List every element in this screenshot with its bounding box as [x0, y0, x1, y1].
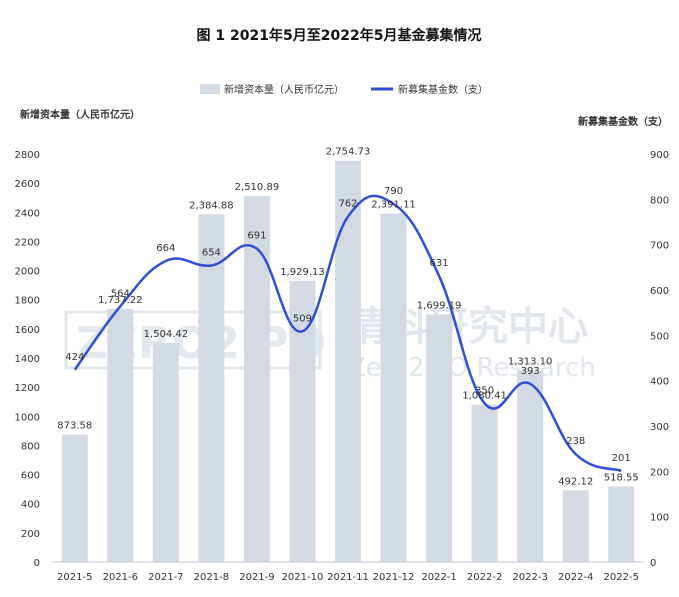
- y-tick-right: 400: [650, 377, 669, 388]
- bar: [335, 160, 361, 562]
- y-tick-right: 100: [650, 513, 669, 524]
- y-tick-left: 2000: [15, 267, 40, 278]
- bar: [107, 308, 134, 562]
- line-data-label: 424: [65, 352, 84, 363]
- bar: [471, 404, 498, 562]
- bar: [517, 370, 544, 562]
- bar: [562, 490, 589, 562]
- bar-data-label: 492.12: [558, 476, 593, 487]
- bar-data-label: 1,504.42: [144, 329, 189, 340]
- y-tick-left: 2800: [15, 150, 40, 161]
- bar: [152, 342, 179, 562]
- bar-data-labels: 873.58 1,737.22 1,504.42 2,384.882,510.89 1,…: [57, 147, 638, 488]
- y-tick-left: 1200: [15, 383, 40, 394]
- legend-label-line: 新募集基金数（支）: [398, 83, 488, 96]
- y-tick-right: 200: [650, 467, 669, 478]
- line-data-label: 238: [566, 436, 585, 447]
- watermark-logo-box: [64, 310, 322, 370]
- line-data-label: 691: [247, 231, 266, 242]
- bar: [61, 434, 88, 562]
- y-axis-title-left: 新增资本量（人民币亿元）: [20, 108, 140, 121]
- y-tick-left: 1800: [15, 296, 40, 307]
- x-tick-label: 2021-9: [239, 572, 274, 583]
- y-axis-title-right: 新募集基金数（支）: [578, 115, 668, 128]
- x-tick-label: 2021-6: [103, 572, 138, 583]
- y-tick-right: 700: [650, 241, 669, 252]
- line-data-label: 654: [202, 248, 221, 259]
- x-axis: 2021-5 2021-6 2021-7 2021-8 2021-9 2021-10 202…: [57, 572, 639, 583]
- x-tick-label: 2022-4: [558, 572, 593, 583]
- line-data-label: 509: [293, 313, 312, 324]
- y-tick-left: 1600: [15, 325, 40, 336]
- line-data-label: 350: [475, 385, 494, 396]
- line-data-label: 790: [384, 186, 403, 197]
- bar-data-label: 1,080.41: [462, 391, 507, 402]
- y-tick-left: 600: [21, 471, 40, 482]
- legend: 新增资本量（人民币亿元） 新募集基金数（支）: [200, 83, 488, 96]
- y-tick-left: 0: [34, 558, 40, 569]
- x-tick-label: 2021-12: [373, 572, 415, 583]
- y-tick-right: 900: [650, 150, 669, 161]
- bar: [426, 314, 453, 562]
- line-data-label: 762: [338, 199, 357, 210]
- line-data-label: 564: [111, 288, 130, 299]
- bar-data-label: 518.55: [604, 472, 639, 483]
- bar-data-label: 2,754.73: [326, 147, 371, 158]
- y-tick-left: 1400: [15, 354, 40, 365]
- line-data-labels: 424 564 664 654 691 509 762 790 631 350 393 238 201: [65, 186, 631, 464]
- bar-series: [61, 160, 635, 563]
- bar: [608, 486, 635, 562]
- y-tick-right: 0: [650, 558, 656, 569]
- line-path: [73, 194, 622, 473]
- bar: [380, 213, 407, 562]
- x-tick-label: 2022-1: [421, 572, 456, 583]
- y-tick-right: 300: [650, 422, 669, 433]
- line-data-label: 631: [430, 258, 449, 269]
- y-tick-left: 2400: [15, 208, 40, 219]
- x-tick-label: 2021-7: [148, 572, 183, 583]
- y-tick-left: 2200: [15, 237, 40, 248]
- x-tick-label: 2022-2: [467, 572, 502, 583]
- line-data-label: 201: [612, 453, 631, 464]
- y-axis-right: 0 100 200 300 400 500 600 700 800 900: [650, 150, 669, 569]
- line-data-label: 664: [156, 243, 175, 254]
- x-tick-label: 2022-3: [512, 572, 547, 583]
- y-tick-right: 500: [650, 331, 669, 342]
- bar-data-label: 2,510.89: [235, 182, 280, 193]
- line-data-label: 393: [521, 366, 540, 377]
- bar-data-label: 873.58: [57, 421, 92, 432]
- y-tick-right: 600: [650, 286, 669, 297]
- bar-data-label: 1,929.13: [280, 267, 325, 278]
- y-tick-left: 2600: [15, 179, 40, 190]
- bar: [198, 214, 225, 563]
- legend-label-bar: 新增资本量（人民币亿元）: [224, 83, 344, 96]
- y-tick-left: 1000: [15, 412, 40, 423]
- x-tick-label: 2021-11: [327, 572, 369, 583]
- x-tick-label: 2021-5: [57, 572, 92, 583]
- bar-data-label: 2,391.11: [371, 200, 416, 211]
- bar-data-label: 2,384.88: [189, 200, 234, 211]
- bar-data-label: 1,699.19: [417, 300, 462, 311]
- watermark: ZERO2IPO 清科研究中心 Zero2IPO Research: [64, 304, 596, 383]
- y-tick-left: 200: [21, 529, 40, 540]
- y-tick-left: 400: [21, 500, 40, 511]
- y-axis-left: 0 200 400 600 800 1000 1200 1400 1600 1800 2000 220…: [15, 150, 40, 569]
- x-tick-label: 2021-10: [282, 572, 324, 583]
- y-tick-left: 800: [21, 441, 40, 452]
- y-tick-right: 800: [650, 195, 669, 206]
- x-tick-label: 2022-5: [604, 572, 639, 583]
- bar-data-label: 1,313.10: [508, 357, 553, 368]
- x-tick-label: 2021-8: [194, 572, 229, 583]
- bar-data-label: 1,737.22: [98, 295, 143, 306]
- chart-title: 图 1 2021年5月至2022年5月基金募集情况: [197, 27, 482, 44]
- line-series: [73, 194, 622, 473]
- bar: [243, 196, 270, 563]
- legend-swatch-bar: [200, 84, 220, 94]
